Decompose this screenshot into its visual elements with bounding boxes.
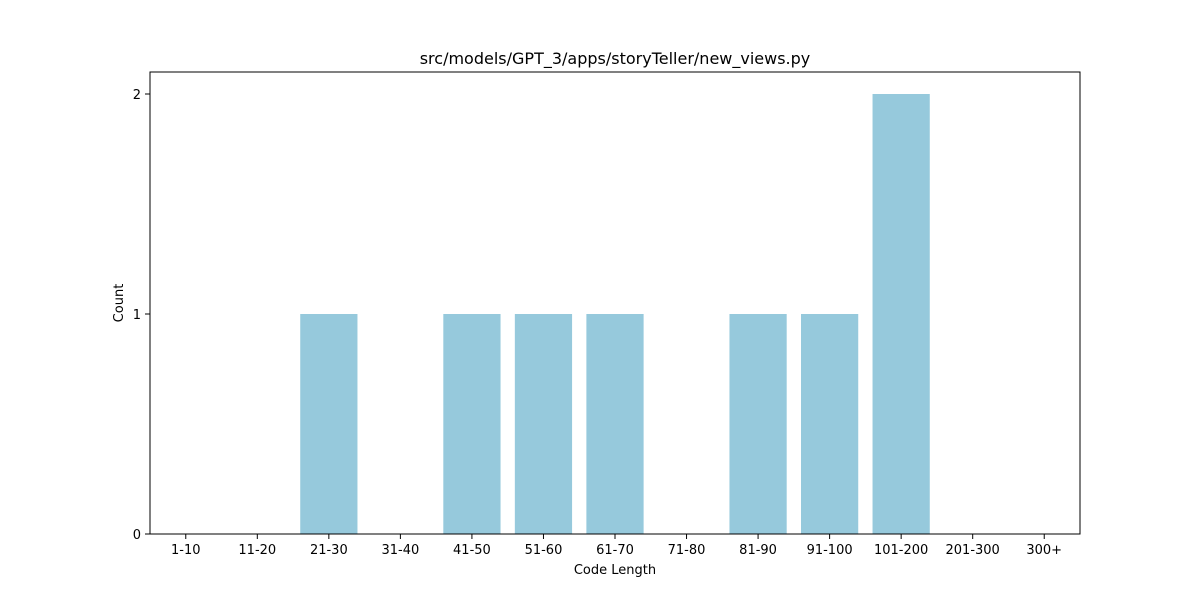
x-tick-label: 1-10	[171, 543, 201, 558]
y-tick-label: 1	[133, 308, 141, 323]
x-tick-label: 21-30	[310, 543, 348, 558]
chart-title: src/models/GPT_3/apps/storyTeller/new_vi…	[420, 49, 811, 69]
x-axis-label: Code Length	[574, 563, 656, 578]
bars-group	[300, 94, 930, 534]
bar-51-60	[514, 314, 573, 534]
x-tick-label: 101-200	[874, 543, 928, 558]
y-axis-ticks: 0 1 2	[133, 88, 150, 543]
x-tick-label: 300+	[1026, 543, 1062, 558]
bar-41-50	[443, 314, 501, 534]
bar-81-90	[729, 314, 787, 534]
x-tick-label: 51-60	[525, 543, 563, 558]
x-tick-label: 61-70	[596, 543, 634, 558]
x-tick-label: 31-40	[381, 543, 419, 558]
x-tick-label: 71-80	[668, 543, 706, 558]
y-axis-label: Count	[112, 284, 127, 323]
y-tick-label: 0	[133, 528, 141, 543]
bar-101-200	[872, 94, 930, 534]
x-axis-ticks: 1-10 11-20 21-30 31-40 41-50 51-60 61-70 71-80 8…	[171, 534, 1062, 558]
x-tick-label: 11-20	[238, 543, 276, 558]
y-tick-label: 2	[133, 88, 141, 103]
bar-21-30	[300, 314, 358, 534]
bar-61-70	[586, 314, 644, 534]
x-tick-label: 201-300	[946, 543, 1000, 558]
x-tick-label: 41-50	[453, 543, 491, 558]
x-tick-label: 91-100	[807, 543, 853, 558]
bar-91-100	[801, 314, 859, 534]
x-tick-label: 81-90	[739, 543, 777, 558]
